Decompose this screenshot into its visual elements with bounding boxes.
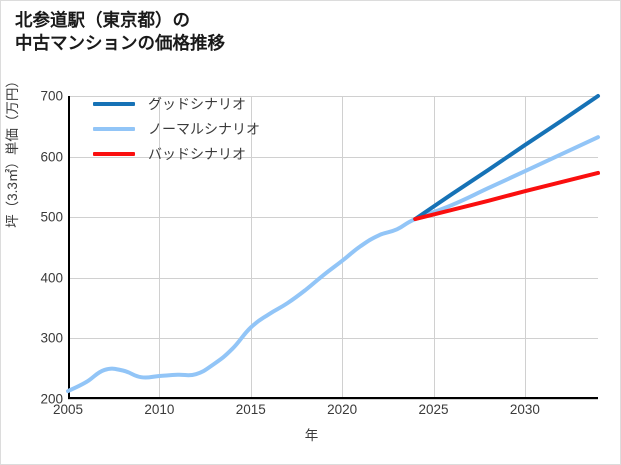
gridline-horizontal [68, 399, 598, 400]
gridline-vertical [159, 96, 161, 399]
page-title: 北参道駅（東京都）の 中古マンションの価格推移 [15, 10, 225, 54]
x-tick-label: 2010 [144, 402, 175, 417]
gridline-vertical [342, 96, 344, 399]
x-tick-label: 2020 [327, 402, 358, 417]
x-axis-label: 年 [304, 428, 319, 443]
gridline-vertical [250, 96, 252, 399]
x-tick-label: 2005 [52, 402, 84, 417]
x-tick-label: 2015 [235, 402, 266, 417]
legend-label: バッドシナリオ [148, 146, 246, 162]
legend-item[interactable]: ノーマルシナリオ [93, 120, 260, 138]
y-axis-label: 坪（3.3㎡）単価（万円） [5, 74, 20, 228]
gridline-vertical [433, 96, 435, 399]
y-tick-label: 200 [40, 391, 63, 407]
legend-color-swatch [93, 152, 135, 156]
gridline-horizontal [68, 96, 598, 97]
plot-area [66, 94, 600, 400]
chart-legend: グッドシナリオ ノーマルシナリオ バッドシナリオ [93, 95, 260, 163]
axes-frame [68, 96, 598, 399]
legend-color-swatch [93, 102, 135, 106]
line-bad-scenario [413, 170, 600, 222]
y-tick-label: 500 [40, 209, 63, 225]
gridline-horizontal [68, 156, 598, 158]
gridline-horizontal [68, 277, 598, 279]
series-lines [66, 94, 600, 394]
legend-item[interactable]: グッドシナリオ [93, 95, 260, 113]
x-tick-label: 2025 [418, 402, 449, 417]
legend-label: ノーマルシナリオ [148, 121, 260, 137]
y-axis-ticks: 200 300 400 500 600 700 [15, 89, 63, 407]
gridline-horizontal [68, 217, 598, 219]
legend-label: グッドシナリオ [148, 96, 246, 112]
y-tick-label: 400 [40, 270, 63, 286]
line-good-scenario [413, 94, 600, 222]
gridline-horizontal [68, 338, 598, 340]
y-tick-label: 600 [40, 149, 63, 165]
gridline-vertical [524, 96, 526, 399]
y-tick-label: 300 [40, 330, 63, 346]
y-tick-label: 700 [40, 88, 63, 104]
line-normal-scenario [66, 135, 600, 394]
legend-item[interactable]: バッドシナリオ [93, 145, 260, 163]
legend-color-swatch [93, 127, 135, 131]
x-axis-ticks: 2005 2010 2015 2020 2025 2030 [53, 402, 598, 422]
x-tick-label: 2030 [509, 402, 540, 417]
